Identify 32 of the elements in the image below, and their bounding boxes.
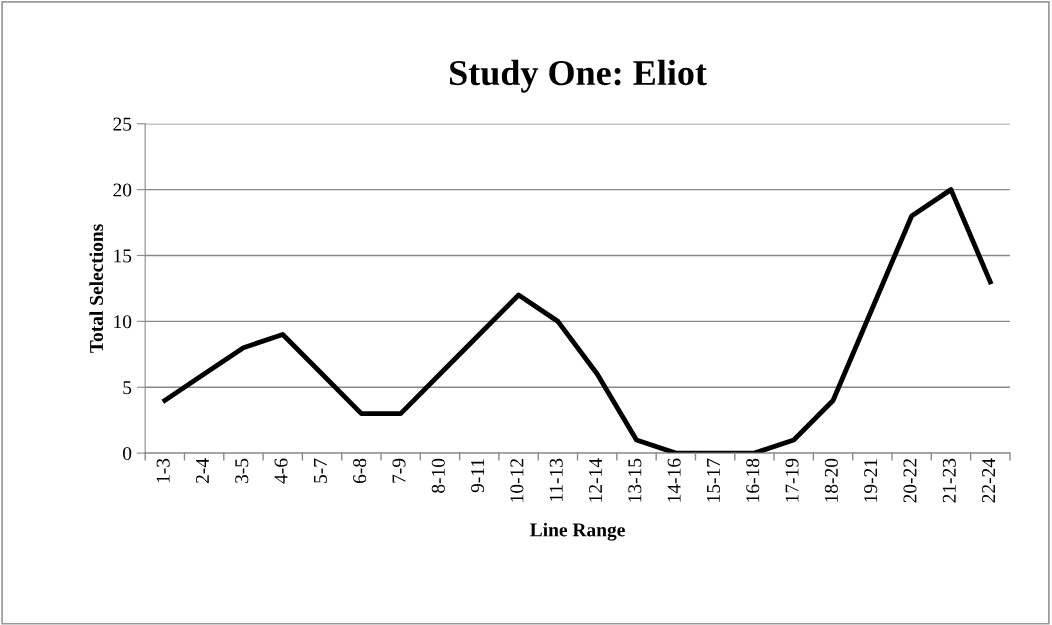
x-tick-label: 22-24 (982, 458, 995, 503)
x-tick-label: 4-6 (274, 458, 288, 484)
x-tick-label: 18-20 (824, 458, 838, 502)
x-tick-label: 11-13 (549, 458, 563, 501)
x-tick-label: 12-14 (589, 458, 602, 502)
x-tick-label: 14-16 (667, 458, 681, 502)
y-tick-label: 0 (123, 446, 132, 461)
y-tick-label: 25 (113, 117, 132, 131)
x-tick-label: 6-8 (353, 458, 367, 484)
y-tick-label: 5 (123, 381, 132, 395)
x-tick-label: 21-23 (942, 458, 956, 503)
x-tick-label: 7-9 (392, 458, 406, 483)
x-tick-label: 8-10 (431, 458, 445, 493)
y-tick-label: 15 (114, 249, 132, 263)
x-tick-label: 20-22 (903, 459, 917, 503)
x-tick-label: 3-5 (235, 458, 249, 483)
y-tick-label: 20 (113, 183, 132, 197)
x-tick-label: 2-4 (195, 458, 209, 484)
x-tick-label: 16-18 (746, 458, 760, 502)
y-axis-title: Total Selections (89, 224, 104, 353)
y-tick-label: 10 (114, 315, 132, 329)
x-tick-label: 10-12 (510, 459, 524, 502)
x-tick-label: 17-19 (785, 458, 799, 502)
x-tick-label: 9-11 (471, 459, 485, 493)
x-axis-title: Line Range (530, 522, 625, 541)
line-series (162, 187, 993, 454)
x-tick-label: 13-15 (628, 458, 642, 502)
x-tick-label: 5-7 (314, 458, 327, 483)
x-tick-label: 15-17 (706, 458, 720, 502)
x-tick-label: 19-21 (864, 459, 878, 502)
x-tick-label: 1-3 (156, 458, 170, 483)
chart-title: Study One: Eliot (450, 59, 707, 93)
